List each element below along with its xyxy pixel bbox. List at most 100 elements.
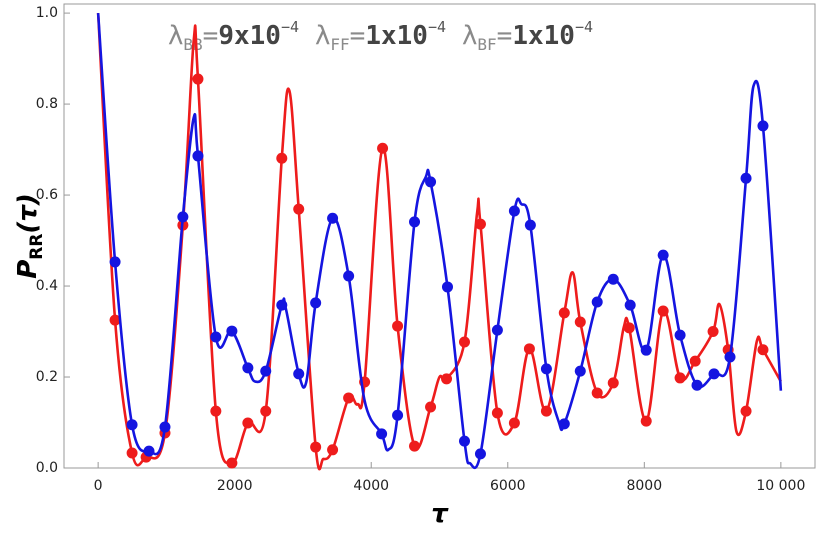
marker — [707, 326, 719, 338]
marker — [574, 316, 586, 328]
marker — [523, 343, 535, 355]
ann-sub: FF — [330, 35, 349, 54]
ann-sub: BF — [477, 35, 496, 54]
marker — [109, 314, 121, 326]
marker — [674, 372, 686, 384]
ann-value: 9x10 — [218, 21, 281, 51]
marker — [425, 401, 437, 413]
x-tick-label: 6000 — [490, 478, 526, 494]
marker — [327, 212, 339, 224]
marker — [491, 324, 503, 336]
marker — [508, 417, 520, 429]
marker — [210, 405, 222, 417]
marker — [425, 176, 437, 188]
marker — [474, 448, 486, 460]
marker — [260, 405, 272, 417]
x-tick-label: 10 000 — [756, 478, 805, 494]
marker — [343, 270, 355, 282]
ann-sup: −4 — [281, 18, 299, 36]
marker — [491, 407, 503, 419]
marker — [558, 418, 570, 430]
marker — [392, 320, 404, 332]
x-tick-label: 2000 — [217, 478, 253, 494]
marker — [377, 142, 389, 154]
marker — [143, 445, 155, 457]
marker — [558, 307, 570, 319]
ann-sup: −4 — [575, 18, 593, 36]
marker — [126, 447, 138, 459]
marker — [640, 344, 652, 356]
marker — [276, 152, 288, 164]
marker — [591, 296, 603, 308]
marker — [441, 373, 453, 385]
y-axis-label: PRR(τ) — [13, 193, 47, 279]
marker — [242, 362, 254, 374]
marker — [657, 305, 669, 317]
marker — [689, 355, 701, 367]
ann-eq: = — [497, 21, 513, 51]
marker — [109, 256, 121, 268]
y-tick-label: 0.0 — [36, 460, 58, 476]
y-tick-label: 0.4 — [36, 278, 58, 294]
marker — [441, 281, 453, 293]
marker — [674, 329, 686, 341]
marker — [474, 218, 486, 230]
annotation: λBB=9x10−4​λFF=1x10−4​λBF=1x10−4​ — [168, 18, 593, 54]
marker — [192, 73, 204, 85]
marker — [226, 457, 238, 469]
marker — [293, 203, 305, 215]
marker — [409, 216, 421, 228]
marker — [724, 351, 736, 363]
marker — [327, 444, 339, 456]
marker — [591, 387, 603, 399]
marker — [177, 211, 189, 223]
marker — [624, 299, 636, 311]
x-axis-label: τ — [431, 499, 449, 529]
marker — [757, 344, 769, 356]
marker — [226, 325, 238, 337]
marker — [458, 435, 470, 447]
marker — [310, 441, 322, 453]
ann-eq: = — [350, 21, 366, 51]
marker — [574, 365, 586, 377]
marker — [409, 440, 421, 452]
ann-symbol: λ — [462, 21, 477, 51]
marker — [458, 336, 470, 348]
marker — [540, 363, 552, 375]
marker — [260, 365, 272, 377]
y-label-main: P — [13, 260, 43, 279]
y-label-sub: RR — [27, 234, 47, 260]
marker — [210, 331, 222, 343]
ann-symbol: λ — [168, 21, 183, 51]
marker — [607, 273, 619, 285]
x-tick-label: 8000 — [626, 478, 662, 494]
marker — [376, 428, 388, 440]
marker — [623, 322, 635, 334]
marker — [657, 249, 669, 261]
ann-symbol: λ — [315, 21, 330, 51]
ann-eq: = — [203, 21, 219, 51]
marker — [276, 299, 288, 311]
marker — [640, 415, 652, 427]
marker — [708, 368, 720, 380]
plot-frame — [63, 3, 816, 469]
marker — [691, 379, 703, 391]
y-tick-label: 0.8 — [36, 96, 58, 112]
marker — [192, 150, 204, 162]
marker — [310, 297, 322, 309]
y-tick-label: 0.2 — [36, 369, 58, 385]
marker — [740, 172, 752, 184]
ann-value: 1x10 — [512, 21, 575, 51]
marker — [540, 405, 552, 417]
marker — [159, 421, 171, 433]
marker — [392, 409, 404, 421]
marker — [524, 219, 536, 231]
y-tick-label: 0.6 — [36, 187, 58, 203]
y-label-suffix: (τ) — [13, 193, 43, 233]
x-tick-label: 0 — [94, 478, 103, 494]
ann-sup: −4 — [428, 18, 446, 36]
y-tick-label: 1.0 — [36, 5, 58, 21]
marker — [757, 120, 769, 132]
ann-value: 1x10 — [365, 21, 428, 51]
marker — [293, 368, 305, 380]
